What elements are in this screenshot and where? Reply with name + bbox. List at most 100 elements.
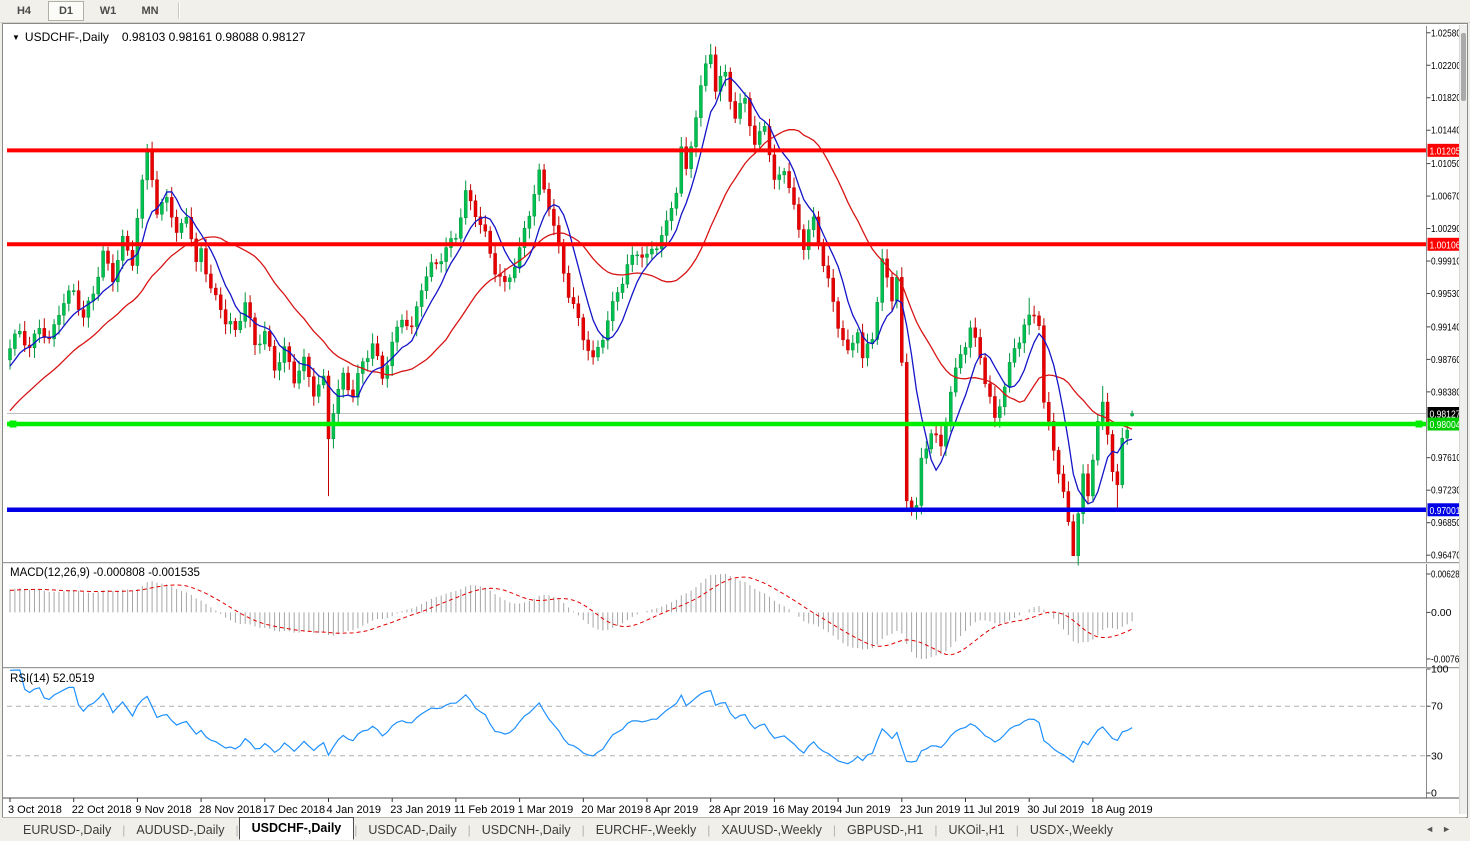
macd-indicator-label: MACD(12,26,9) -0.000808 -0.001535: [10, 567, 200, 579]
tab-ukoil-h1[interactable]: UKOil-,H1: [948, 822, 1005, 837]
candle-body: [566, 273, 571, 298]
vertical-scrollbar-thumb[interactable]: [1461, 33, 1466, 101]
tab-eurchf-weekly[interactable]: EURCHF-,Weekly: [595, 822, 697, 837]
candle-body: [831, 277, 835, 302]
candle-body: [218, 294, 223, 310]
tab-usdcnh-daily[interactable]: USDCNH-,Daily: [481, 822, 571, 837]
candle-body: [615, 292, 620, 302]
chart-window[interactable]: 1.02580 1.02200 1.01820 1.01440 1.01050 1.006…: [2, 23, 1468, 818]
candle-body: [282, 346, 287, 363]
candle-body: [865, 343, 870, 359]
vertical-scrollbar[interactable]: [1459, 25, 1467, 814]
price-axis-label: 0.99910: [1431, 256, 1461, 268]
date-axis-label: 23 Jun 2019: [900, 804, 961, 816]
candle-body: [223, 309, 228, 325]
tab-divider: |: [122, 822, 126, 837]
candle-body: [209, 273, 213, 289]
tab-usdx-weekly[interactable]: USDX-,Weekly: [1029, 822, 1113, 837]
candle-body: [238, 321, 243, 330]
candle-body: [140, 179, 145, 219]
tab-usdchf-daily[interactable]: USDCHF-,Daily: [238, 817, 355, 840]
timeframe-button-d1[interactable]: D1: [48, 1, 84, 21]
candle-body: [650, 248, 654, 255]
tab-gbpusd-h1[interactable]: GBPUSD-,H1: [846, 822, 924, 837]
candle-body: [395, 326, 399, 343]
chart-symbol-label: USDCHF-,Daily: [24, 30, 109, 44]
price-badge-0.98004: 0.98004: [1427, 417, 1462, 431]
candle-body: [463, 190, 468, 219]
price-axis-label: 1.00290: [1431, 223, 1461, 235]
candle-body: [473, 200, 478, 218]
chart-dropdown-icon[interactable]: ▼: [12, 33, 20, 42]
candle-body: [963, 347, 968, 355]
candle-body: [155, 179, 159, 215]
hline-0.98004[interactable]: [7, 420, 1426, 428]
price-axis-label: 0.99140: [1431, 321, 1461, 333]
macd-axis-label: 0.006286: [1431, 568, 1464, 580]
candlesticks: [8, 43, 1134, 566]
price-axis-label: 0.97610: [1431, 452, 1461, 464]
candle-body: [297, 370, 301, 384]
candle-body: [527, 215, 532, 229]
toolbar-separator: [178, 3, 180, 19]
candle-body: [248, 302, 252, 318]
timeframe-button-w1[interactable]: W1: [99, 5, 117, 17]
candle-body: [267, 331, 272, 347]
candle-body: [336, 388, 341, 414]
candle-body: [233, 321, 238, 330]
candle-body: [62, 303, 66, 316]
candle-body: [1007, 362, 1012, 388]
tab-divider: |: [467, 822, 471, 837]
candle-body: [483, 224, 488, 232]
price-axis-label: 0.96850: [1431, 517, 1461, 529]
tab-eurusd-daily[interactable]: EURUSD-,Daily: [23, 822, 112, 837]
chart-tab-bar: EURUSD-,Daily | AUDUSD-,Daily | USDCHF-,Dail…: [2, 817, 1466, 841]
candle-body: [606, 320, 610, 341]
candle-body: [1086, 473, 1090, 497]
candle-body: [851, 342, 855, 351]
candle-body: [875, 302, 880, 340]
candle-body: [272, 346, 277, 371]
timeframe-button-mn[interactable]: MN: [141, 5, 159, 17]
candle-body: [365, 358, 370, 362]
candle-body: [37, 328, 42, 335]
candle-body: [610, 301, 615, 322]
date-axis: 3 Oct 2018 22 Oct 2018 9 Nov 2018 28 Nov 20…: [8, 798, 1153, 816]
candle-body: [537, 169, 541, 195]
svg-text:0.98127: 0.98127: [1430, 409, 1461, 421]
candle-body: [459, 217, 463, 239]
macd-signal-line: [9, 576, 1133, 656]
tab-xauusd-weekly[interactable]: XAUUSD-,Weekly: [721, 822, 822, 837]
candle-body: [478, 216, 483, 225]
candle-body: [194, 238, 198, 262]
candle-body: [503, 276, 507, 282]
timeframe-toolbar: H4 D1 W1 MN: [0, 0, 1470, 23]
candle-body: [630, 254, 635, 265]
candle-body: [571, 297, 576, 304]
candle-body: [419, 290, 424, 307]
candle-body: [772, 154, 777, 180]
candle-body: [753, 125, 757, 145]
candle-body: [757, 131, 762, 145]
tab-usdcad-daily[interactable]: USDCAD-,Daily: [368, 822, 457, 837]
price-axis-label: 0.97230: [1431, 485, 1461, 497]
hline-drag-handle[interactable]: [9, 420, 17, 428]
date-axis-label: 11 Feb 2019: [454, 804, 515, 816]
candle-body: [8, 348, 12, 361]
timeframe-button-h4[interactable]: H4: [16, 5, 32, 17]
hline-drag-handle[interactable]: [1415, 420, 1423, 428]
chart-canvas[interactable]: 1.02580 1.02200 1.01820 1.01440 1.01050 1.006…: [3, 24, 1467, 817]
tab-audusd-daily[interactable]: AUDUSD-,Daily: [136, 822, 225, 837]
price-badge-1.01205: 1.01205: [1427, 143, 1462, 157]
candle-body: [22, 331, 27, 346]
candle-body: [1002, 386, 1007, 407]
chart-title: ▼ USDCHF-,Daily 0.98103 0.98161 0.98088 0.…: [12, 30, 305, 44]
candle-body: [517, 247, 522, 268]
candle-body: [1012, 348, 1017, 363]
date-axis-label: 30 Jul 2019: [1027, 804, 1084, 816]
candle-body: [312, 376, 316, 397]
candle-body: [591, 350, 595, 358]
date-axis-label: 4 Jun 2019: [836, 804, 890, 816]
candle-body: [669, 208, 674, 221]
candle-body: [400, 319, 404, 328]
